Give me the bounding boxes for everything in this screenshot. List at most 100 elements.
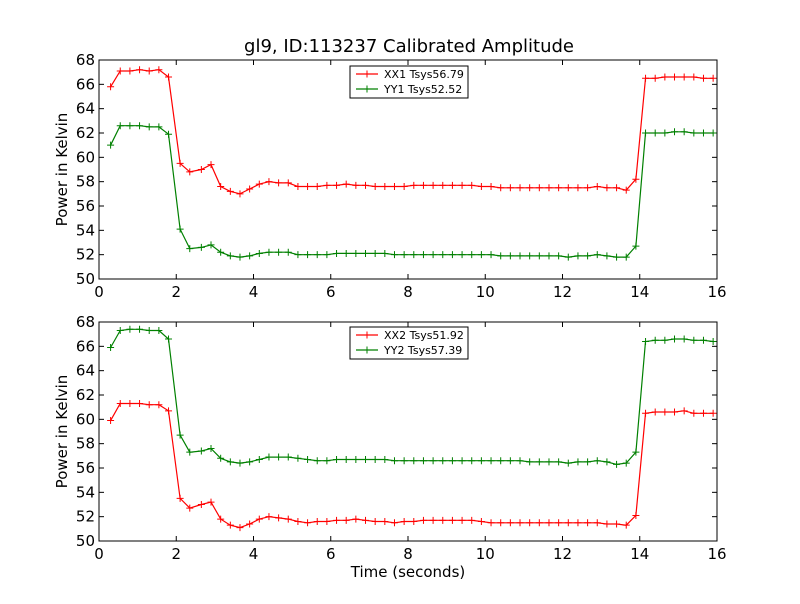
- data-point: [323, 251, 331, 259]
- data-point: [333, 249, 341, 257]
- data-point: [516, 184, 524, 192]
- data-point: [448, 516, 456, 524]
- y-tick-label: 56: [76, 459, 95, 477]
- data-point: [116, 327, 124, 335]
- data-point: [197, 447, 205, 455]
- x-tick-label: 14: [630, 283, 649, 301]
- data-point: [313, 457, 321, 465]
- data-point: [323, 457, 331, 465]
- data-point: [107, 417, 115, 425]
- data-point: [136, 66, 144, 74]
- data-point: [342, 180, 350, 188]
- data-point: [642, 129, 650, 137]
- data-point: [487, 519, 495, 527]
- data-point: [390, 457, 398, 465]
- legend-marker: [363, 85, 371, 93]
- data-point: [564, 459, 572, 467]
- data-point: [593, 457, 601, 465]
- data-point: [651, 336, 659, 344]
- data-point: [116, 400, 124, 408]
- data-point: [622, 186, 630, 194]
- x-tick-label: 8: [403, 545, 413, 563]
- data-point: [333, 181, 341, 189]
- data-point: [526, 519, 534, 527]
- data-point: [555, 252, 563, 260]
- data-point: [284, 179, 292, 187]
- data-point: [207, 241, 215, 249]
- y-tick-label: 68: [76, 51, 95, 69]
- data-point: [709, 74, 717, 82]
- y-tick-label: 50: [76, 270, 95, 288]
- data-point: [497, 519, 505, 527]
- legend-box: [349, 326, 469, 360]
- data-point: [603, 458, 611, 466]
- data-point: [622, 521, 630, 529]
- data-point: [680, 73, 688, 81]
- data-point: [304, 455, 312, 463]
- data-point: [362, 181, 370, 189]
- data-point: [116, 122, 124, 130]
- data-point: [661, 73, 669, 81]
- data-point: [439, 457, 447, 465]
- x-tick-label: 0: [94, 545, 104, 563]
- data-point: [176, 159, 184, 167]
- data-point: [362, 516, 370, 524]
- data-point: [448, 181, 456, 189]
- data-point: [126, 122, 134, 130]
- data-point: [419, 181, 427, 189]
- data-point: [439, 516, 447, 524]
- data-point: [236, 253, 244, 261]
- legend-box: [349, 65, 469, 99]
- y-tick-label: 54: [76, 483, 95, 501]
- data-point: [371, 183, 379, 191]
- x-tick-label: 6: [326, 283, 336, 301]
- data-point: [458, 457, 466, 465]
- y-tick-label: 56: [76, 197, 95, 215]
- y-tick-label: 58: [76, 435, 95, 453]
- data-point: [699, 129, 707, 137]
- data-point: [458, 516, 466, 524]
- data-point: [651, 129, 659, 137]
- legend-marker: [363, 331, 371, 339]
- x-tick-label: 2: [171, 545, 181, 563]
- data-point: [690, 409, 698, 417]
- data-point: [709, 129, 717, 137]
- legend-entry: XX2 Tsys51.92: [384, 329, 464, 342]
- data-point: [429, 516, 437, 524]
- data-point: [207, 445, 215, 453]
- data-point: [352, 515, 360, 523]
- x-tick-label: 4: [249, 283, 259, 301]
- data-point: [265, 178, 273, 186]
- data-point: [116, 67, 124, 75]
- data-point: [632, 242, 640, 250]
- data-point: [526, 252, 534, 260]
- data-point: [197, 166, 205, 173]
- data-point: [333, 455, 341, 463]
- data-point: [709, 409, 717, 417]
- data-point: [642, 409, 650, 417]
- data-point: [690, 336, 698, 344]
- data-point: [545, 184, 553, 192]
- chart-title: gl9, ID:113237 Calibrated Amplitude: [244, 36, 574, 57]
- legend-entry: XX1 Tsys56.79: [384, 68, 464, 81]
- data-point: [186, 245, 194, 253]
- data-point: [275, 453, 283, 461]
- data-point: [448, 457, 456, 465]
- data-point: [632, 511, 640, 519]
- data-point: [429, 181, 437, 189]
- data-point: [680, 128, 688, 136]
- data-point: [680, 407, 688, 415]
- data-point: [217, 454, 225, 462]
- y-tick-label: 52: [76, 246, 95, 264]
- data-point: [145, 123, 153, 131]
- data-point: [176, 494, 184, 502]
- data-point: [410, 181, 418, 189]
- y-tick-label: 60: [76, 148, 95, 166]
- data-point: [107, 83, 115, 91]
- data-point: [381, 518, 389, 526]
- data-point: [613, 184, 621, 192]
- data-point: [603, 252, 611, 260]
- y-tick-label: 52: [76, 508, 95, 526]
